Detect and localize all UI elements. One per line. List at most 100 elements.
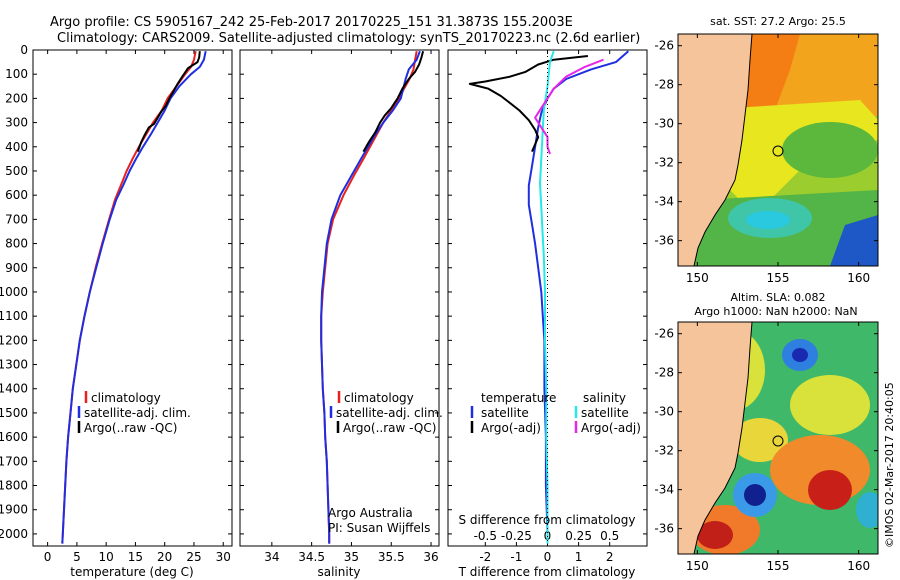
sst-cold-corner — [830, 215, 878, 266]
temperature-x-axis: 0 5 10 15 20 25 30 — [44, 50, 231, 564]
sla-red-2 — [697, 521, 733, 549]
lon-tick-label: 160 — [847, 271, 870, 285]
series-line-climatology — [320, 51, 418, 544]
lat-tick-label: -36 — [654, 522, 674, 536]
depth-tick-label: 1100 — [0, 309, 28, 323]
lat-tick-label: -34 — [654, 195, 674, 209]
x-tick-label: 34 — [264, 550, 279, 564]
legend-label-satellite: satellite-adj. clim. — [84, 406, 191, 420]
sst-map-title: sat. SST: 27.2 Argo: 25.5 — [710, 15, 846, 28]
copyright-footer: ©IMOS 02-Mar-2017 20:40:05 — [883, 382, 896, 548]
sla-low-3 — [856, 492, 878, 528]
depth-tick-label: 1800 — [0, 479, 28, 493]
lon-tick-label: 150 — [686, 271, 709, 285]
series-line-satellite-adj-clim- — [320, 50, 421, 544]
sla-low-1-core — [792, 348, 808, 362]
legend-title-salinity: salinity — [583, 391, 626, 405]
x-tick-label: 10 — [99, 550, 114, 564]
depth-tick-label: 200 — [5, 91, 28, 105]
x-tick-label: 34.5 — [298, 550, 325, 564]
legend-label-argo: Argo(..raw -QC) — [343, 421, 436, 435]
salinity-plot-frame — [239, 49, 440, 547]
x-tick-label: 36 — [423, 550, 438, 564]
lat-tick-label: -32 — [654, 156, 674, 170]
argo-float-marker-sla — [772, 435, 784, 447]
legend-label-temp-satellite: satellite — [481, 406, 529, 420]
difference-series — [468, 50, 629, 544]
sst-green-eddy — [782, 122, 878, 178]
pi-label: PI: Susan Wijffels — [328, 521, 430, 535]
sla-map-subtitle: Argo h1000: NaN h2000: NaN — [694, 305, 857, 318]
sla-low-2-core — [744, 484, 766, 506]
institution-label: Argo Australia — [328, 506, 413, 520]
depth-tick-label: 400 — [5, 140, 28, 154]
depth-tick-label: 1700 — [0, 454, 28, 468]
depth-tick-label: 1500 — [0, 406, 28, 420]
series-line-satellite-adj-clim- — [61, 50, 207, 544]
top-x-tick-label: 0.5 — [600, 529, 619, 543]
sla-yellow-2 — [790, 375, 870, 435]
lon-tick-label: 150 — [686, 559, 709, 573]
lat-tick-label: -36 — [654, 234, 674, 248]
lat-tick-label: -26 — [654, 327, 674, 341]
legend-label-climatology: climatology — [91, 391, 161, 405]
sla-map-title: Altim. SLA: 0.082 — [730, 291, 825, 304]
x-tick-label: 5 — [73, 550, 81, 564]
series-line-argo-adj- — [468, 55, 589, 152]
difference-top-x-label: S difference from climatology — [459, 513, 636, 527]
lat-tick-label: -32 — [654, 444, 674, 458]
legend-title-temperature: temperature — [481, 391, 556, 405]
figure-title-line1: Argo profile: CS 5905167_242 25-Feb-2017… — [50, 15, 573, 30]
depth-tick-label: 600 — [5, 188, 28, 202]
legend-label-satellite: satellite-adj. clim. — [336, 406, 443, 420]
legend-label-climatology: climatology — [344, 391, 414, 405]
sla-map — [678, 322, 878, 554]
x-tick-label: 15 — [128, 550, 143, 564]
sst-map — [678, 34, 878, 266]
salinity-legend: climatology satellite-adj. clim. Argo(..… — [329, 391, 443, 435]
x-tick-label: -2 — [479, 550, 491, 564]
lon-tick-label: 155 — [767, 559, 790, 573]
temperature-plot-frame — [32, 49, 233, 547]
depth-tick-label: 100 — [5, 67, 28, 81]
depth-tick-label: 800 — [5, 237, 28, 251]
salinity-x-label: salinity — [317, 565, 360, 579]
top-x-tick-label: -0.5 — [474, 529, 497, 543]
x-tick-label: 0 — [44, 550, 52, 564]
lat-tick-label: -28 — [654, 366, 674, 380]
difference-x-label: T difference from climatology — [458, 565, 636, 579]
lat-tick-label: -28 — [654, 78, 674, 92]
land-sst — [678, 34, 752, 266]
top-x-tick-label: 0.25 — [565, 529, 592, 543]
depth-tick-label: 300 — [5, 116, 28, 130]
temperature-legend: climatology satellite-adj. clim. Argo(..… — [77, 391, 191, 435]
salinity-series — [320, 50, 425, 544]
depth-tick-label: 1400 — [0, 382, 28, 396]
sla-yellow-3 — [732, 418, 788, 462]
lat-tick-label: -34 — [654, 483, 674, 497]
x-tick-label: 30 — [216, 550, 231, 564]
temperature-x-label: temperature (deg C) — [70, 565, 193, 579]
legend-label-temp-argo: Argo(-adj) — [481, 421, 541, 435]
series-line-argo-raw-qc- — [136, 51, 201, 152]
difference-legend: temperature salinity satellite Argo(-adj… — [470, 391, 641, 435]
depth-tick-label: 1300 — [0, 358, 28, 372]
lat-tick-label: -30 — [654, 405, 674, 419]
series-line-argo-raw-qc- — [362, 50, 425, 153]
argo-float-marker-sst — [772, 145, 784, 157]
depth-tick-label: 0 — [20, 43, 28, 57]
lon-tick-label: 160 — [847, 559, 870, 573]
top-x-tick-label: -0.25 — [501, 529, 532, 543]
legend-label-sal-satellite: satellite — [581, 406, 629, 420]
coastline-sst — [693, 34, 753, 266]
depth-tick-label: 1000 — [0, 285, 28, 299]
coastline-sla — [693, 322, 753, 554]
salinity-x-axis: 34 34.5 35 35.5 36 — [264, 50, 439, 564]
land-sla — [678, 322, 752, 554]
depth-tick-label: 700 — [5, 212, 28, 226]
x-tick-label: 1 — [575, 550, 583, 564]
figure-title-line2: Climatology: CARS2009. Satellite-adjuste… — [57, 31, 640, 46]
lat-tick-label: -26 — [654, 39, 674, 53]
